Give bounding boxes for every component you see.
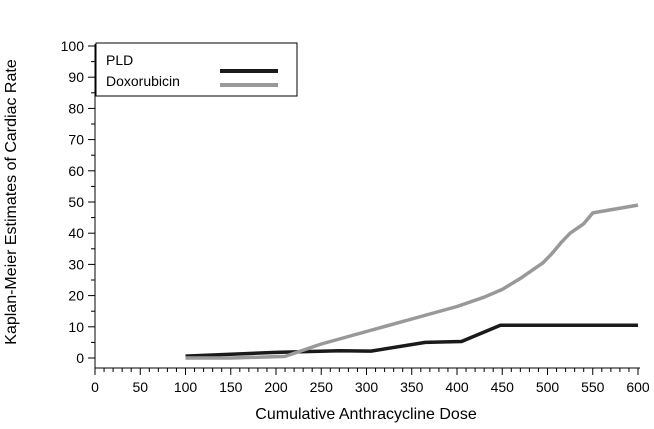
- x-tick-label: 500: [536, 379, 560, 395]
- y-tick-label: 20: [68, 288, 84, 304]
- x-tick-label: 0: [91, 379, 99, 395]
- x-tick-label: 200: [264, 379, 288, 395]
- y-tick-label: 100: [61, 38, 85, 54]
- y-tick-label: 50: [68, 194, 84, 210]
- legend-label-pld: PLD: [106, 52, 133, 68]
- y-tick-label: 90: [68, 69, 84, 85]
- y-tick-label: 10: [68, 319, 84, 335]
- x-tick-label: 350: [400, 379, 424, 395]
- x-tick-label: 600: [626, 379, 650, 395]
- x-tick-label: 100: [174, 379, 198, 395]
- y-tick-label: 40: [68, 225, 84, 241]
- y-tick-label: 30: [68, 256, 84, 272]
- series-line-doxorubicin: [185, 203, 639, 360]
- y-axis-label: Kaplan-Meier Estimates of Cardiac Rate: [3, 59, 20, 345]
- legend-label-doxorubicin: Doxorubicin: [106, 73, 180, 89]
- legend: PLD Doxorubicin: [95, 42, 298, 97]
- x-tick-label: 150: [219, 379, 243, 395]
- x-tick-label: 300: [355, 379, 379, 395]
- series-lines: [185, 203, 639, 360]
- x-axis-label: Cumulative Anthracycline Dose: [255, 406, 477, 423]
- x-tick-label: 550: [581, 379, 605, 395]
- x-tick-label: 50: [132, 379, 148, 395]
- y-axis-ticks: 0 10 20 30 40 50 60 70 80 90 100: [61, 38, 95, 366]
- y-tick-label: 0: [76, 350, 84, 366]
- series-line-pld: [185, 323, 638, 358]
- y-tick-label: 60: [68, 163, 84, 179]
- x-axis-ticks: 0 50 100 150 200 250 300 350 400 450 500 550 600: [91, 368, 650, 395]
- y-tick-label: 80: [68, 100, 84, 116]
- y-tick-label: 70: [68, 132, 84, 148]
- x-tick-label: 250: [310, 379, 334, 395]
- x-tick-label: 400: [445, 379, 469, 395]
- x-tick-label: 450: [491, 379, 515, 395]
